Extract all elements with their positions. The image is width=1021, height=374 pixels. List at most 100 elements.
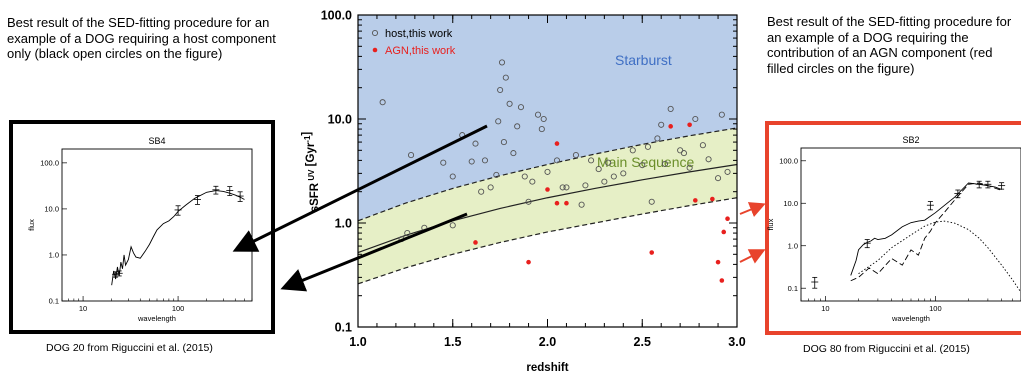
y-axis-label-part: [Gyr — [305, 142, 317, 169]
y-axis-label-part: UV — [307, 169, 316, 183]
starburst-label: Starburst — [615, 52, 672, 68]
inset-title: SB4 — [148, 136, 165, 146]
inset-title: SB2 — [902, 135, 919, 145]
host-point — [601, 178, 608, 185]
agn-point — [668, 124, 673, 129]
host-point — [449, 222, 456, 229]
host-point — [517, 104, 525, 111]
x-tick-label: 2.5 — [634, 335, 651, 349]
host-point — [379, 99, 386, 106]
inset-frame — [800, 147, 1021, 302]
host-point — [654, 135, 661, 142]
host-point — [478, 188, 485, 195]
agn-point — [473, 240, 478, 245]
starburst-region — [358, 15, 737, 221]
host-point — [692, 115, 699, 123]
y-tick-label: 1.0 — [335, 217, 352, 231]
host-point — [667, 105, 674, 112]
left-footnote: DOG 20 from Riguccini et al. (2015) — [46, 342, 213, 354]
sb2-agn-line — [858, 220, 1021, 293]
host-point — [686, 164, 693, 171]
host-point — [534, 111, 542, 118]
host-point — [540, 115, 547, 123]
host-point — [699, 142, 706, 149]
y-axis-label-part: -1 — [303, 135, 312, 143]
x-tick-label: 2.0 — [539, 335, 556, 349]
host-point — [724, 168, 731, 175]
host-point — [514, 123, 521, 130]
legend-agn-marker — [372, 47, 378, 53]
host-point — [449, 173, 456, 180]
inset-y-tick-label: 0.1 — [788, 284, 798, 293]
main-sequence-label: Main Sequence — [597, 154, 695, 170]
inset-y-tick-label: 1.0 — [788, 241, 798, 250]
inset-x-tick-label: 100 — [172, 304, 185, 313]
host-point — [644, 143, 651, 150]
inset-frame — [61, 148, 253, 302]
y-axis-label-part: sSFR — [309, 182, 321, 212]
host-point — [510, 150, 517, 157]
ms-lower-bound — [357, 197, 738, 285]
inset-y-tick-label: 100.0 — [779, 156, 798, 165]
main-regions — [358, 15, 737, 284]
host-point — [500, 139, 507, 146]
inset-x-label: wavelength — [137, 314, 176, 323]
inset-x-tick-label: 10 — [821, 304, 829, 313]
host-point — [553, 157, 561, 164]
agn-point — [545, 187, 550, 192]
sb2-total-line — [850, 182, 1002, 276]
right-caption: Best result of the SED-fitting procedure… — [767, 14, 1012, 76]
arrow-black-1 — [232, 124, 488, 252]
host-point — [481, 157, 489, 164]
agn-point — [719, 278, 725, 283]
inset-y-label: flux — [766, 218, 775, 230]
inset-y-label: flux — [27, 219, 36, 231]
host-point — [582, 182, 589, 189]
inset-x-label: wavelength — [891, 314, 930, 323]
y-tick-label: 0.1 — [335, 321, 352, 335]
host-point — [559, 184, 566, 191]
host-point — [493, 171, 500, 178]
host-point — [529, 178, 536, 185]
host-point — [680, 150, 687, 157]
host-point — [629, 147, 636, 154]
inset-x-tick-label: 100 — [929, 304, 942, 313]
agn-point — [564, 200, 569, 206]
host-point — [440, 159, 447, 166]
agn-point — [693, 198, 698, 203]
agn-point — [649, 250, 655, 255]
host-point — [661, 160, 669, 167]
host-point — [498, 59, 506, 66]
host-point — [578, 201, 585, 208]
ms-upper-bound — [357, 127, 738, 222]
host-point — [658, 121, 665, 128]
x-axis-label: redshift — [526, 362, 568, 374]
host-point — [495, 118, 502, 125]
agn-point — [687, 122, 692, 128]
inset-y-tick-label: 1.0 — [49, 251, 59, 260]
inset-x-tick-label: 10 — [79, 304, 87, 313]
host-point — [715, 175, 722, 182]
main-ssfr-chart: 1.0 1.5 2.0 2.5 3.00.11.010.0100.0redshiftsS… — [301, 9, 746, 374]
host-point — [563, 184, 570, 191]
ms-center-line — [357, 163, 738, 254]
arrow-red-2 — [739, 249, 766, 264]
agn-point — [721, 229, 727, 235]
host-point — [639, 162, 646, 169]
host-point — [487, 184, 494, 191]
host-point — [538, 126, 545, 133]
host-point — [468, 158, 475, 165]
host-point — [718, 111, 725, 118]
host-point — [408, 152, 415, 159]
host-point — [502, 74, 509, 81]
inset-sb4-chart: SB4 10 100 0.1 1.0 10.0 100.0 wavelength flux — [27, 136, 253, 323]
agn-point — [526, 259, 531, 265]
y-axis-label-part: ] — [301, 132, 313, 136]
host-point — [572, 152, 579, 159]
x-tick-label: 3.0 — [728, 335, 745, 349]
right-footnote: DOG 80 from Riguccini et al. (2015) — [803, 343, 970, 355]
legend-agn-label: AGN,this work — [385, 45, 456, 57]
y-tick-label: 100.0 — [321, 9, 352, 23]
agn-point — [725, 216, 730, 221]
